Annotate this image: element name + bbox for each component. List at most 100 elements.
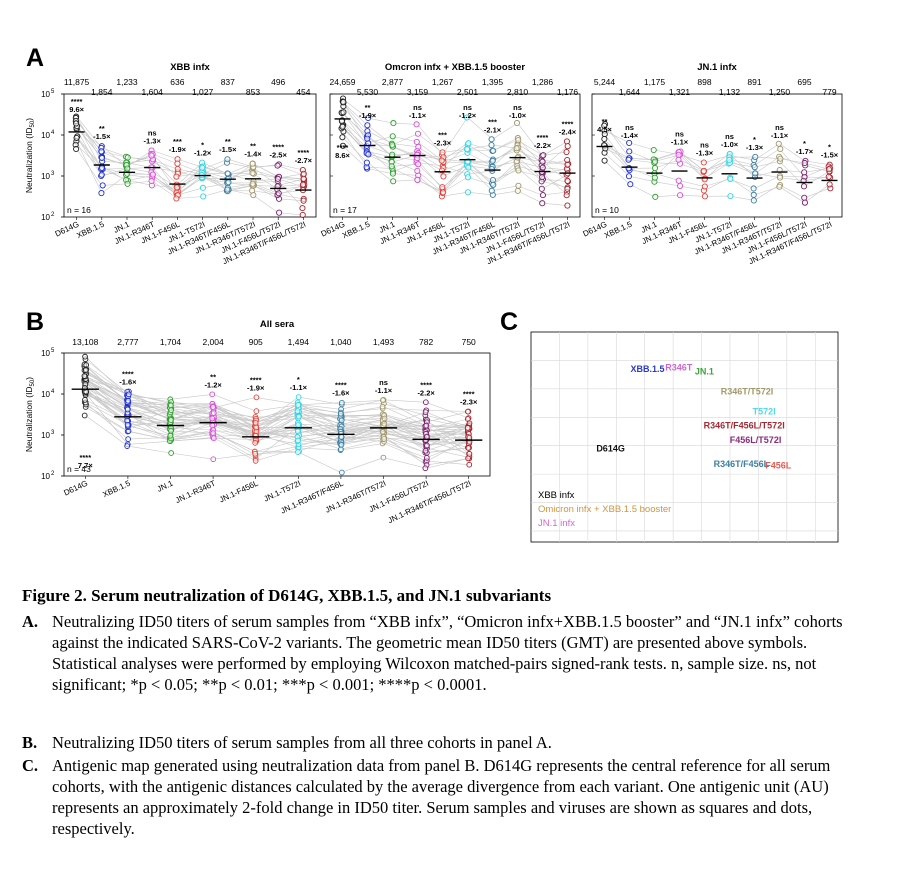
sample-point (389, 133, 396, 140)
sample-point (775, 140, 782, 147)
sample-point (439, 184, 446, 191)
sample-point (424, 442, 430, 449)
gmt-label: 11,875 (64, 77, 90, 87)
sample-point (98, 171, 105, 178)
sample-point (224, 156, 231, 163)
sample-line (604, 138, 830, 182)
chart-title: XBB infx (170, 62, 210, 73)
plot-frame (63, 352, 491, 477)
gmt-label: 496 (271, 77, 285, 87)
sample-point (423, 422, 430, 429)
sample-point (339, 134, 346, 141)
y-tick-exponent: 4 (51, 389, 55, 395)
sample-point (539, 200, 546, 207)
gmt-label: 1,175 (644, 77, 666, 87)
fold-change-label: -1.1× (771, 131, 789, 140)
sample-point (466, 450, 473, 457)
fold-change-label: -1.3× (144, 137, 162, 146)
sample-line (85, 369, 469, 435)
sample-line (342, 120, 568, 171)
sample-point (389, 170, 396, 177)
sample-point (300, 170, 307, 177)
sample-point (249, 170, 256, 177)
caption-label-b: B. (22, 733, 38, 752)
sample-point (538, 185, 545, 192)
sample-point (337, 410, 344, 417)
sample-line (85, 381, 469, 443)
sample-point (167, 432, 174, 439)
chart-title: JN.1 infx (697, 62, 737, 73)
gmt-label: 1,854 (91, 87, 113, 97)
sample-point (422, 399, 429, 406)
sample-point (210, 430, 217, 437)
sample-point (148, 152, 155, 159)
sample-line (342, 106, 568, 169)
sample-point (81, 373, 88, 379)
sample-point (295, 422, 302, 428)
sample-point (339, 142, 347, 149)
sample-point (751, 164, 758, 171)
sample-point (253, 408, 260, 414)
sample-point (515, 182, 522, 189)
x-tick-label: D614G (62, 479, 89, 498)
sample-point (727, 176, 734, 183)
caption-text-b: Neutralizing ID50 titers of serum sample… (52, 733, 552, 752)
sample-point (564, 143, 571, 150)
gmt-label: 779 (822, 87, 836, 97)
x-tick-label: JN.1-F456L (218, 478, 260, 504)
gmt-label: 898 (697, 77, 711, 87)
map-point-label: T572I (753, 406, 776, 416)
gmt-label: 1,233 (116, 77, 138, 87)
fold-change-label: -1.3× (746, 143, 764, 152)
sample-point (727, 193, 734, 200)
sample-point (380, 397, 386, 404)
fold-change-label: -1.1× (409, 111, 427, 120)
fold-change-label: -2.2× (534, 141, 552, 150)
sample-line (85, 358, 469, 419)
sample-line (76, 136, 304, 193)
fold-change-label: -1.4× (621, 131, 639, 140)
sample-point (363, 159, 370, 166)
sample-point (173, 184, 180, 191)
sample-point (752, 153, 759, 160)
fold-change-label: -2.3× (434, 138, 452, 147)
sample-point (98, 154, 106, 162)
fold-change-label: -1.9× (247, 383, 265, 392)
sample-line (76, 128, 304, 182)
sample-point (210, 410, 217, 416)
y-tick-label: 10 (41, 90, 50, 99)
sample-point (801, 199, 808, 206)
sample-point (82, 353, 88, 360)
sample-point (98, 189, 105, 197)
sample-point (388, 163, 395, 170)
sample-point (776, 183, 783, 190)
sample-line (85, 391, 469, 452)
sample-point (700, 159, 707, 166)
y-tick-label: 10 (41, 213, 50, 222)
sample-point (626, 148, 633, 155)
sample-point (489, 157, 496, 164)
sample-line (85, 364, 469, 437)
sample-point (489, 177, 497, 184)
gmt-label: 1,132 (719, 87, 741, 97)
fold-change-label: -2.4× (559, 127, 577, 136)
sample-line (85, 373, 469, 441)
gmt-label: 2,501 (457, 87, 479, 97)
y-tick-exponent: 5 (51, 89, 55, 95)
significance-label: ns (513, 103, 522, 112)
x-tick-label: XBB.1.5 (603, 219, 634, 240)
y-tick-label: 10 (41, 131, 50, 140)
sample-point (513, 119, 521, 127)
sample-point (168, 402, 174, 409)
sample-line (85, 402, 469, 459)
sample-point (750, 197, 757, 204)
n-label: n = 10 (595, 205, 619, 215)
significance-label: ns (775, 123, 784, 132)
x-tick-label: XBB.1.5 (341, 219, 372, 240)
sample-point (125, 397, 131, 404)
gmt-label: 1,250 (769, 87, 791, 97)
y-axis-title-sub: 50 (30, 379, 36, 386)
sample-point (380, 454, 387, 461)
significance-label: ns (700, 140, 709, 149)
